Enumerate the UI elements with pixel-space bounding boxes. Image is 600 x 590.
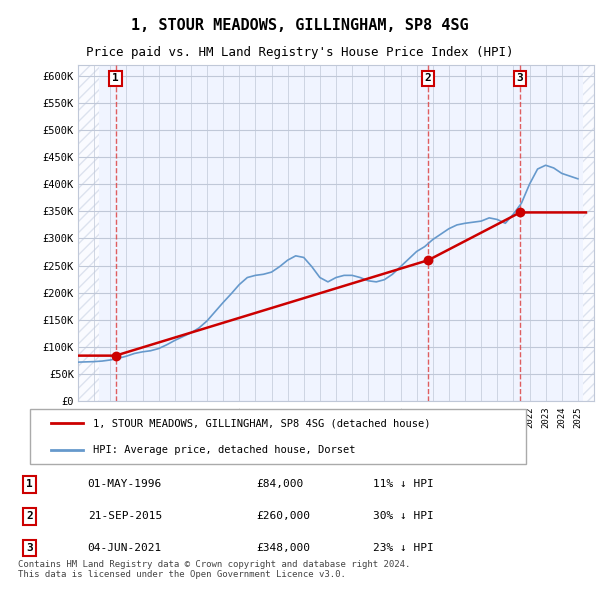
FancyBboxPatch shape (30, 409, 526, 464)
Point (424, 255, 433, 265)
Text: £84,000: £84,000 (256, 480, 304, 489)
Point (111, 351, 121, 360)
Text: 30% ↓ HPI: 30% ↓ HPI (373, 512, 434, 521)
Text: Price paid vs. HM Land Registry's House Price Index (HPI): Price paid vs. HM Land Registry's House … (86, 46, 514, 59)
Text: £348,000: £348,000 (256, 543, 310, 553)
Text: 04-JUN-2021: 04-JUN-2021 (88, 543, 162, 553)
Text: 11% ↓ HPI: 11% ↓ HPI (373, 480, 434, 489)
Text: 23% ↓ HPI: 23% ↓ HPI (373, 543, 434, 553)
Text: 1, STOUR MEADOWS, GILLINGHAM, SP8 4SG (detached house): 1, STOUR MEADOWS, GILLINGHAM, SP8 4SG (d… (94, 418, 431, 428)
Text: Contains HM Land Registry data © Crown copyright and database right 2024.
This d: Contains HM Land Registry data © Crown c… (18, 560, 410, 579)
Text: 3: 3 (517, 73, 524, 83)
Text: 1, STOUR MEADOWS, GILLINGHAM, SP8 4SG: 1, STOUR MEADOWS, GILLINGHAM, SP8 4SG (131, 18, 469, 32)
Bar (78, 65, 99, 401)
Text: 3: 3 (26, 543, 33, 553)
Text: HPI: Average price, detached house, Dorset: HPI: Average price, detached house, Dors… (94, 445, 356, 454)
Text: 1: 1 (26, 480, 33, 489)
Text: 2: 2 (425, 73, 431, 83)
Text: £260,000: £260,000 (256, 512, 310, 521)
Text: 1: 1 (112, 73, 119, 83)
Text: 21-SEP-2015: 21-SEP-2015 (88, 512, 162, 521)
Text: 01-MAY-1996: 01-MAY-1996 (88, 480, 162, 489)
Text: 2: 2 (26, 512, 33, 521)
Point (515, 208, 525, 217)
